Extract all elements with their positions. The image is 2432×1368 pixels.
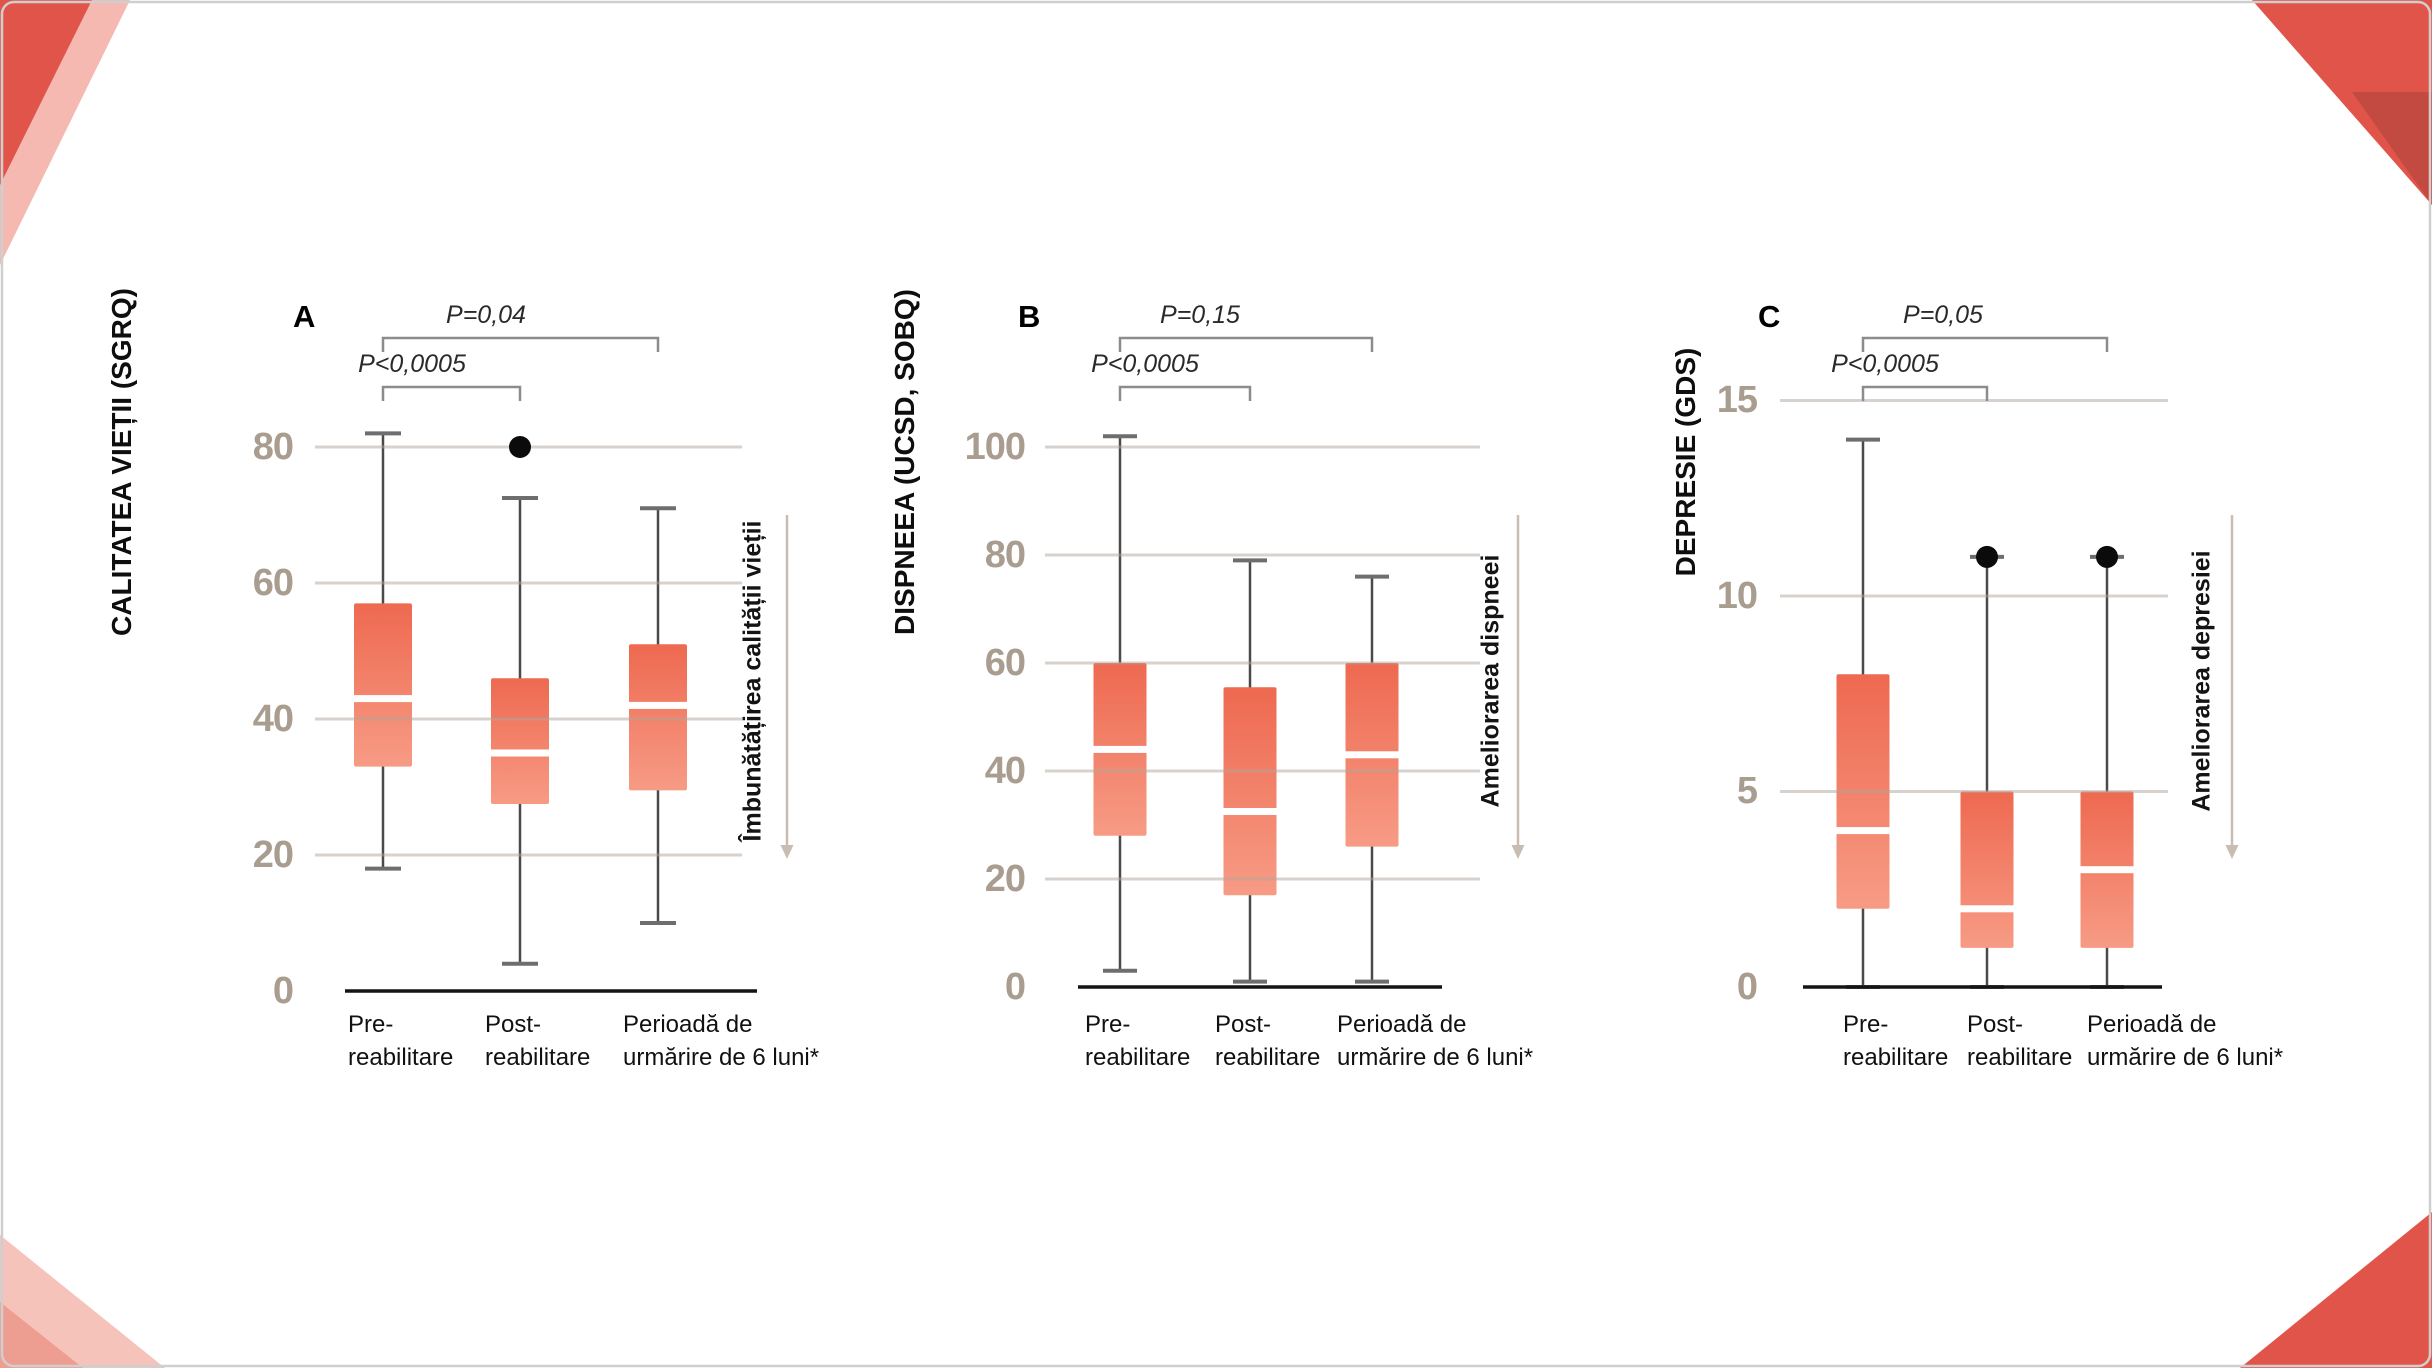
corner-decoration-bottom-left-light-pink <box>0 1235 165 1368</box>
y-tick-label: 0 <box>1736 966 1758 1008</box>
y-tick-label: 15 <box>1716 379 1758 421</box>
panel-label-a: A <box>293 299 316 334</box>
y-tick-label: 0 <box>1004 966 1026 1008</box>
p-value-label: P<0,0005 <box>1091 350 1199 378</box>
p-value-label: P=0,05 <box>1903 301 1983 329</box>
x-category-label: Pre-reabilitare <box>1843 1011 1949 1071</box>
y-tick-label: 60 <box>252 562 294 604</box>
significance-bracket <box>1118 336 1374 352</box>
corner-decoration-top-left-red <box>0 0 92 185</box>
x-category-label: Post-reabilitare <box>1967 1011 2073 1071</box>
y-tick-label: 60 <box>984 642 1026 684</box>
corner-decoration-top-right-red <box>2252 0 2432 205</box>
x-category-label: Perioadă de urmărire de 6 luni* <box>1337 1011 1534 1071</box>
corner-decoration-bottom-left-pink <box>0 1302 83 1368</box>
p-value-label: P=0,15 <box>1160 301 1240 329</box>
y-tick-label: 40 <box>984 750 1026 792</box>
improvement-arrow-head <box>1511 845 1525 859</box>
x-category-label: Perioadă de urmărire de 6 luni* <box>2087 1011 2284 1071</box>
box <box>1960 791 2014 948</box>
x-category-label: Post-reabilitare <box>1215 1011 1321 1071</box>
median-line <box>1092 745 1148 753</box>
outlier-dot <box>2096 545 2118 568</box>
y-tick-label: 80 <box>984 534 1026 576</box>
significance-bracket <box>381 385 522 401</box>
x-category-label: Pre-reabilitare <box>1085 1011 1191 1071</box>
x-category-label: Post-reabilitare <box>485 1011 591 1071</box>
p-value-label: P=0,04 <box>446 301 526 329</box>
x-category-label: Pre-reabilitare <box>348 1011 454 1071</box>
corner-decoration-top-right-dark-red <box>2352 92 2432 205</box>
median-line <box>1222 808 1278 815</box>
outlier-dot <box>1976 545 1998 568</box>
significance-bracket <box>381 336 660 352</box>
median-line <box>490 749 550 757</box>
improvement-arrow-head <box>780 845 794 859</box>
improvement-arrow-label-a: Îmbunătățirea calității vieții <box>738 520 767 842</box>
significance-bracket <box>1118 385 1252 401</box>
y-axis-title-a: CALITATEA VIEȚII (SGRQ) <box>106 288 137 636</box>
p-value-label: P<0,0005 <box>1831 350 1939 378</box>
significance-bracket <box>1861 385 1989 401</box>
outlier-dot <box>509 436 531 458</box>
panel-label-b: B <box>1018 299 1041 334</box>
improvement-arrow-label-b: Ameliorarea dispneei <box>1476 554 1505 808</box>
y-tick-label: 20 <box>252 834 294 876</box>
box <box>491 678 549 804</box>
panel-label-c: C <box>1758 299 1781 334</box>
median-line <box>628 701 688 709</box>
improvement-arrow-label-c: Ameliorarea depresiei <box>2187 550 2216 812</box>
median-line <box>2079 866 2135 874</box>
y-tick-label: 40 <box>252 698 294 740</box>
y-tick-label: 5 <box>1736 770 1758 812</box>
x-category-label: Perioadă de urmărire de 6 luni* <box>623 1011 820 1071</box>
significance-bracket <box>1861 336 2109 352</box>
y-tick-label: 10 <box>1716 575 1758 617</box>
median-line <box>353 695 413 703</box>
corner-decoration-bottom-right-red <box>2240 1212 2432 1368</box>
improvement-arrow-head <box>2225 845 2239 859</box>
median-line <box>1344 751 1400 759</box>
box <box>629 644 687 791</box>
y-tick-label: 0 <box>272 970 294 1012</box>
median-line <box>1959 905 2015 913</box>
box <box>354 603 412 767</box>
box <box>1223 687 1277 896</box>
median-line <box>1835 827 1891 835</box>
p-value-label: P<0,0005 <box>358 350 466 378</box>
y-tick-label: 80 <box>252 426 294 468</box>
y-tick-label: 20 <box>984 858 1026 900</box>
y-tick-label: 100 <box>964 426 1026 468</box>
